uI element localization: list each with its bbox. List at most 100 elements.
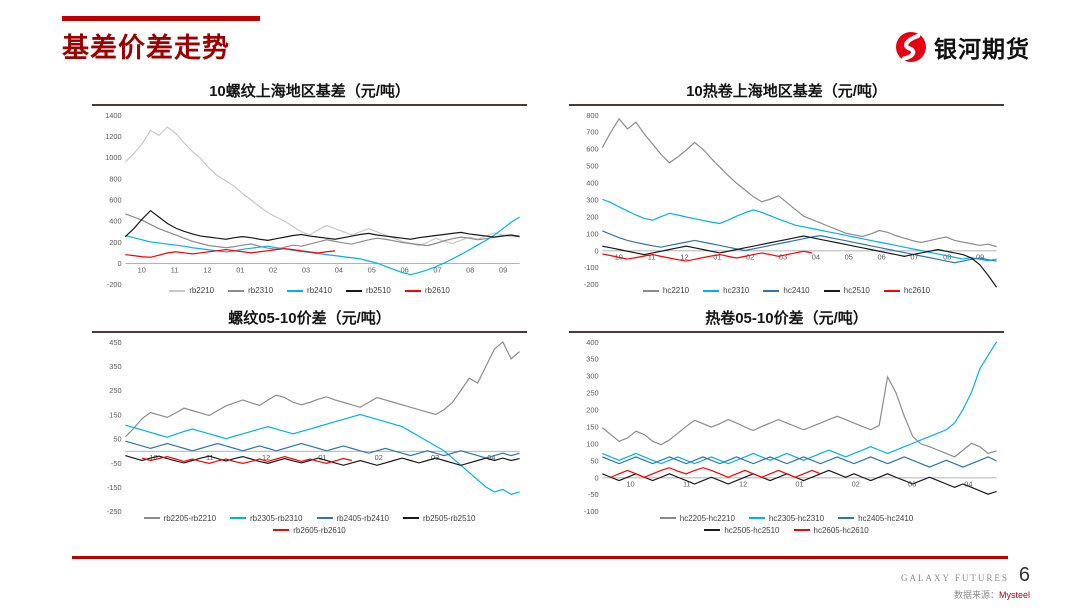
x-axis-tick-label: 01 <box>318 454 326 463</box>
x-axis-tick-label: 09 <box>499 265 507 274</box>
chart-title: 10热卷上海地区基差（元/吨） <box>686 83 887 100</box>
legend-line-swatch <box>659 517 676 520</box>
legend-label: rb2310 <box>248 286 274 296</box>
y-axis-tick-label: 50 <box>113 435 121 444</box>
data-source-label: 数据来源： <box>953 590 999 600</box>
legend-item: hc2210 <box>642 286 690 296</box>
x-axis-tick-label: 04 <box>487 454 495 463</box>
x-axis-tick-label: 11 <box>171 265 179 274</box>
series-line-hc2610 <box>602 250 813 262</box>
legend-item: rb2205-rb2210 <box>143 514 216 523</box>
legend-line-swatch <box>345 289 362 292</box>
legend-line-swatch <box>169 289 186 292</box>
y-axis-tick-label: -200 <box>107 280 122 288</box>
x-axis-tick-label: 03 <box>302 265 310 274</box>
x-axis-tick-label: 12 <box>680 253 688 262</box>
legend-label: hc2510 <box>843 286 870 296</box>
legend-item: hc2605-hc2610 <box>793 525 869 535</box>
legend-item: hc2505-hc2510 <box>704 525 780 535</box>
legend-item: rb2210 <box>169 286 214 295</box>
legend-line-swatch <box>704 529 721 532</box>
legend-label: hc2505-hc2510 <box>724 525 780 535</box>
charts-grid: 10螺纹上海地区基差（元/吨） -200 0 200 400 600 800 1000 120… <box>92 80 1004 535</box>
y-axis-tick-label: 450 <box>109 338 121 347</box>
legend-item: hc2310 <box>703 286 749 295</box>
series-line-hc2305-hc2310 <box>602 341 998 465</box>
y-axis-tick-label: 1200 <box>105 132 121 141</box>
x-axis-tick-label: 03 <box>779 253 787 262</box>
x-axis-tick-label: 12 <box>203 265 211 274</box>
chart-block-rebar-basis: 10螺纹上海地区基差（元/吨） -200 0 200 400 600 800 1000 120… <box>92 80 527 295</box>
legend-line-swatch <box>793 529 810 532</box>
x-axis-tick-label: 04 <box>812 253 820 262</box>
y-axis-tick-label: -100 <box>584 263 599 272</box>
y-axis-tick-label: 200 <box>586 212 598 221</box>
y-axis-tick-label: 600 <box>586 145 598 154</box>
chart-title-underline <box>569 331 1004 334</box>
y-axis-tick-label: 600 <box>109 195 121 204</box>
legend-label: hc2405-hc2410 <box>858 513 914 523</box>
x-axis-tick-label: 08 <box>943 253 951 262</box>
rebar-basis-line-chart: -200 0 200 400 600 800 1000 1200 1400 10 11 12 01 02 0… <box>105 111 520 288</box>
legend-line-swatch <box>763 289 780 292</box>
brand-logo: 银河期货 <box>895 30 1030 64</box>
galaxy-logo-icon <box>896 32 926 62</box>
legend-item: rb2310 <box>228 286 273 295</box>
footer-brand-text: GALAXY FUTURES <box>900 573 1009 583</box>
chart-legend: hc2210 hc2310 hc2410 hc2510 hc2610 <box>569 286 1004 295</box>
x-axis-tick-label: 10 <box>626 480 634 489</box>
legend-label: hc2410 <box>783 286 810 296</box>
legend-line-swatch <box>273 529 290 532</box>
x-axis-tick-label: 08 <box>466 265 474 274</box>
brand-logo-text: 银河期货 <box>934 36 1030 62</box>
legend-line-swatch <box>838 517 855 520</box>
page-number: 6 <box>1018 564 1030 586</box>
y-axis-tick-label: 250 <box>586 389 598 398</box>
legend-label: hc2210 <box>662 286 690 296</box>
data-source: 数据来源：Mysteel <box>901 588 1030 601</box>
legend-line-swatch <box>287 289 304 292</box>
series-line-hc2510 <box>602 235 998 288</box>
y-axis-tick-label: 400 <box>109 217 121 226</box>
y-axis-tick-label: 100 <box>586 229 598 238</box>
x-axis-tick-label: 01 <box>795 480 803 489</box>
series-line-hc2605-hc2610 <box>610 467 821 479</box>
x-axis-tick-label: 06 <box>400 265 408 274</box>
y-axis-tick-label: -250 <box>107 508 122 516</box>
legend-line-swatch <box>883 289 900 292</box>
chart-title: 10螺纹上海地区基差（元/吨） <box>209 83 410 100</box>
hotcoil-spread-line-chart: -100 -50 0 50 100 150 200 250 300 350 400 10 11 12 01 0… <box>584 338 998 516</box>
x-axis-tick-label: 07 <box>910 253 918 262</box>
series-line-rb2405-rb2410 <box>125 441 520 460</box>
chart-block-rebar-spread: 螺纹05-10价差（元/吨） -250 -150 -50 50 150 250 350 450… <box>92 307 527 535</box>
page-title: 基差价差走势 <box>62 33 230 63</box>
x-axis-tick-label: 04 <box>964 480 972 489</box>
series-line-hc2210 <box>601 117 997 248</box>
x-axis-tick-label: 04 <box>335 265 343 274</box>
chart-title-underline <box>569 104 1004 106</box>
y-axis-tick-label: -50 <box>588 491 599 500</box>
chart-legend: rb2205-rb2210 rb2305-rb2310 rb2405-rb2410 r… <box>140 514 480 535</box>
y-axis-tick-label: 500 <box>586 162 598 171</box>
x-axis-tick-label: 11 <box>648 253 656 262</box>
x-axis-tick-label: 12 <box>262 454 270 463</box>
legend-item: rb2410 <box>287 286 332 295</box>
series-line-hc2205-hc2210 <box>601 375 997 459</box>
x-axis-tick-label: 12 <box>739 480 747 489</box>
y-axis-tick-label: 800 <box>109 174 121 183</box>
y-axis-tick-label: 50 <box>590 457 598 466</box>
chart-legend: hc2205-hc2210 hc2305-hc2310 hc2405-hc2410 h… <box>617 514 957 535</box>
legend-item: rb2305-rb2310 <box>230 513 303 523</box>
y-axis-tick-label: -100 <box>584 508 599 516</box>
series-line-rb2310 <box>125 213 520 250</box>
footer-accent-line <box>72 556 1008 559</box>
data-source-value: Mysteel <box>998 590 1030 600</box>
x-axis-tick-label: 06 <box>877 253 885 262</box>
legend-label: rb2305-rb2310 <box>250 513 303 523</box>
legend-label: hc2605-hc2610 <box>813 525 869 535</box>
legend-line-swatch <box>228 289 245 292</box>
series-line-rb2205-rb2210 <box>124 341 520 438</box>
legend-label: rb2605-rb2610 <box>293 525 346 535</box>
legend-line-swatch <box>402 517 419 520</box>
